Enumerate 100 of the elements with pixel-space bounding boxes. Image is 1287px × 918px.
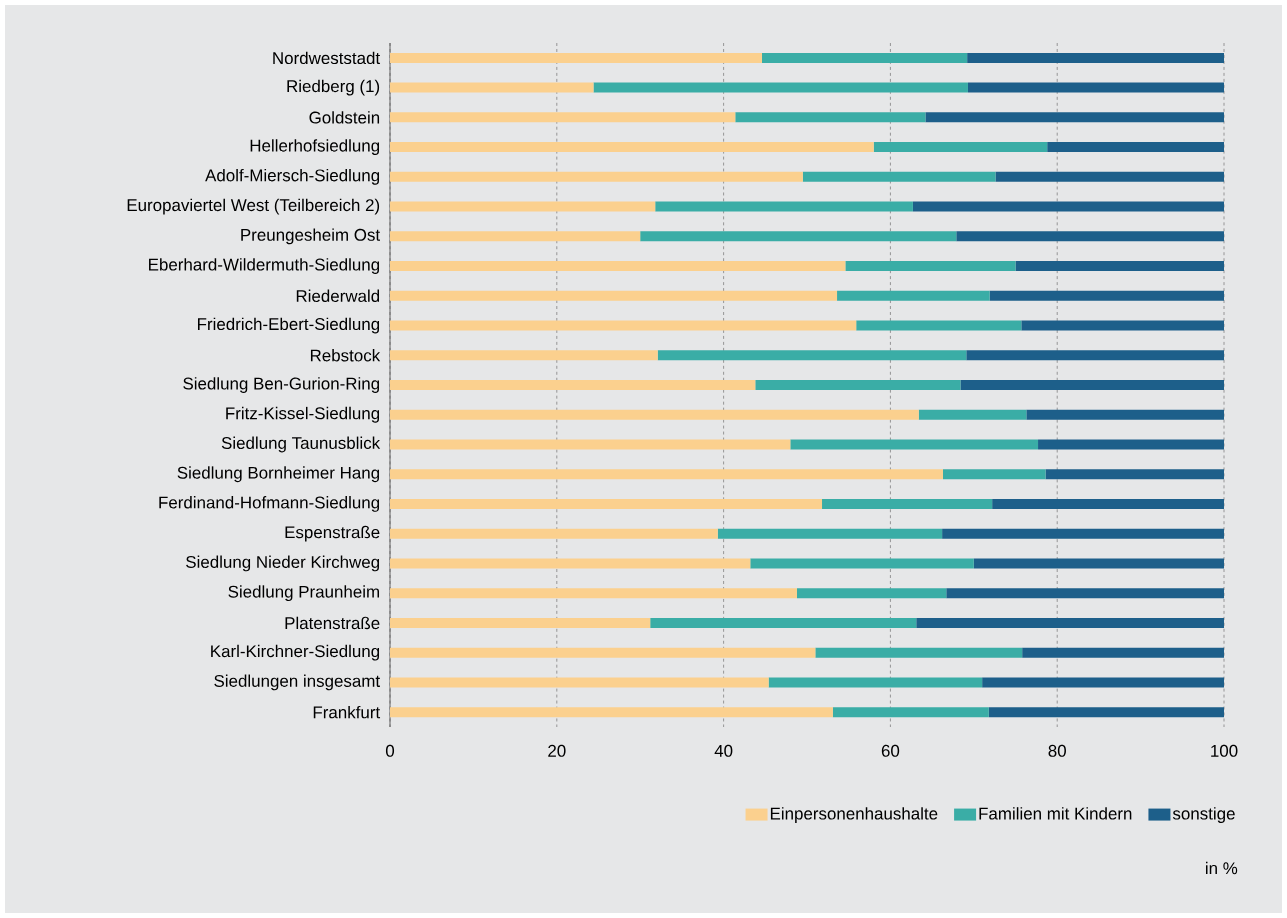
bar xyxy=(390,112,736,123)
y-tick-label: Siedlung Nieder Kirchweg xyxy=(186,555,380,572)
bar xyxy=(390,469,943,480)
y-tick-label: Frankfurt xyxy=(313,705,381,719)
bar xyxy=(1038,439,1225,450)
y-tick-label: Europaviertel West (Teilbereich 2) xyxy=(127,198,380,215)
bar xyxy=(912,201,1225,212)
y-tick-label: Siedlung Ben-Gurion-Ring xyxy=(183,377,380,393)
bar xyxy=(390,558,751,569)
bar xyxy=(960,380,1225,391)
bar xyxy=(768,677,983,688)
y-tick-label: Nordweststadt xyxy=(273,51,381,65)
bar xyxy=(790,439,1039,450)
bar xyxy=(390,261,846,272)
y-tick-label: Platenstraße xyxy=(285,616,380,630)
bar xyxy=(966,350,1225,361)
bar xyxy=(390,171,803,182)
bar xyxy=(1047,142,1225,153)
bar xyxy=(750,558,974,569)
bar xyxy=(735,112,926,123)
legend-label: Familien mit Kindern xyxy=(979,807,1132,820)
y-tick-label: Karl-Kirchner-Siedlung xyxy=(211,644,380,661)
bar xyxy=(390,82,594,93)
bar xyxy=(815,647,1023,658)
y-tick-label: Rebstock xyxy=(310,349,381,362)
y-tick-label: Adolf-Miersch-Siedlung xyxy=(205,168,380,185)
y-tick-label: Siedlung Taunusblick xyxy=(221,436,381,453)
text: in % xyxy=(1206,861,1238,875)
bar xyxy=(1021,320,1225,331)
bar xyxy=(1045,469,1225,480)
bar xyxy=(989,290,1225,301)
bar xyxy=(657,350,967,361)
x-tick-label: 80 xyxy=(1048,744,1066,757)
bar xyxy=(982,677,1225,688)
y-tick-label: Eberhard-Wildermuth-Siedlung xyxy=(149,258,380,274)
y-tick-label: Siedlungen insgesamt xyxy=(214,674,380,691)
bar xyxy=(390,290,838,301)
x-tick-label: 40 xyxy=(714,744,733,757)
bar xyxy=(967,52,1225,63)
y-tick-label: Riedberg (1) xyxy=(287,79,380,96)
bar xyxy=(390,52,762,63)
legend-label: sonstige xyxy=(1172,807,1235,823)
bar xyxy=(942,528,1225,539)
bar xyxy=(390,201,656,212)
bar xyxy=(390,528,718,539)
y-tick-label: Siedlung Praunheim xyxy=(228,585,380,602)
bar xyxy=(1026,409,1225,420)
x-tick-label: 60 xyxy=(881,744,900,757)
bar xyxy=(390,677,769,688)
y-tick-label: Ferdinand-Hofmann-Siedlung xyxy=(159,496,380,512)
bar xyxy=(390,409,919,420)
x-tick-label: 100 xyxy=(1211,744,1238,757)
bar xyxy=(918,409,1027,420)
legend-label: Einpersonenhaushalte xyxy=(770,807,938,823)
bar xyxy=(822,498,993,509)
bar xyxy=(390,142,874,153)
bar xyxy=(942,469,1046,480)
bar xyxy=(390,320,857,331)
y-tick-label: Hellerhofsiedlung xyxy=(250,139,380,155)
y-tick-label: Friedrich-Ebert-Siedlung xyxy=(198,317,380,334)
x-tick-label: 20 xyxy=(548,744,566,757)
bar xyxy=(761,52,968,63)
bar xyxy=(832,707,989,718)
bar xyxy=(655,201,913,212)
bar xyxy=(390,380,756,391)
bar xyxy=(956,231,1225,242)
bar xyxy=(973,558,1225,569)
bar xyxy=(717,528,943,539)
bar xyxy=(856,320,1022,331)
bar xyxy=(755,380,961,391)
bar xyxy=(946,588,1225,599)
bar xyxy=(992,498,1225,509)
bar xyxy=(845,261,1016,272)
bar xyxy=(1015,261,1225,272)
bar xyxy=(837,290,990,301)
bar xyxy=(593,82,968,93)
bar xyxy=(390,647,816,658)
bar xyxy=(797,588,947,599)
bar xyxy=(640,231,957,242)
bar xyxy=(916,617,1225,628)
bar xyxy=(390,498,823,509)
bar xyxy=(390,231,641,242)
bar xyxy=(925,112,1225,123)
y-tick-label: Fritz-Kissel-Siedlung xyxy=(226,406,380,423)
bar xyxy=(873,142,1048,153)
bar xyxy=(390,439,791,450)
bar xyxy=(390,588,797,599)
bar xyxy=(390,350,658,361)
bar xyxy=(995,171,1225,182)
bar xyxy=(1022,647,1225,658)
bar xyxy=(967,82,1225,93)
y-tick-label: Riederwald xyxy=(296,289,380,303)
y-tick-label: Preungesheim Ost xyxy=(241,228,380,245)
bar xyxy=(802,171,996,182)
bar xyxy=(390,617,651,628)
y-tick-label: Espenstraße xyxy=(285,525,380,542)
x-tick-label: 0 xyxy=(385,744,395,757)
bar xyxy=(650,617,917,628)
y-tick-label: Siedlung Bornheimer Hang xyxy=(177,466,380,483)
bar xyxy=(988,707,1225,718)
